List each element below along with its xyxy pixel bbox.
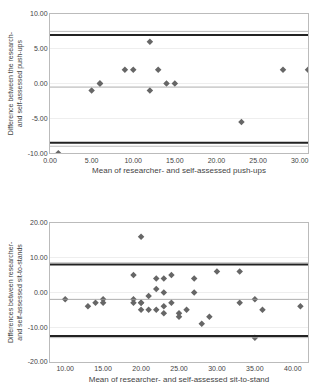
svg-text:35.00: 35.00 bbox=[246, 365, 264, 372]
svg-text:-5.00: -5.00 bbox=[32, 115, 48, 122]
svg-text:5.00: 5.00 bbox=[34, 45, 48, 52]
svg-text:-10.00: -10.00 bbox=[28, 324, 48, 331]
svg-text:25.00: 25.00 bbox=[249, 157, 267, 164]
svg-text:10.00: 10.00 bbox=[30, 254, 48, 261]
svg-text:10.00: 10.00 bbox=[124, 157, 142, 164]
svg-text:20.00: 20.00 bbox=[132, 365, 150, 372]
svg-text:0.00: 0.00 bbox=[43, 157, 57, 164]
svg-text:-20.00: -20.00 bbox=[28, 358, 48, 365]
svg-text:0.00: 0.00 bbox=[34, 289, 48, 296]
svg-text:40.00: 40.00 bbox=[284, 365, 302, 372]
svg-text:15.00: 15.00 bbox=[94, 365, 112, 372]
svg-text:30.00: 30.00 bbox=[291, 157, 309, 164]
svg-text:30.00: 30.00 bbox=[208, 365, 226, 372]
svg-text:10.00: 10.00 bbox=[30, 10, 48, 17]
svg-text:Mean of researcher- and self-a: Mean of researcher- and self-assessed pu… bbox=[92, 166, 266, 175]
svg-text:20.00: 20.00 bbox=[30, 219, 48, 226]
svg-text:10.00: 10.00 bbox=[56, 365, 74, 372]
svg-text:-10.00: -10.00 bbox=[28, 150, 48, 157]
svg-text:Differences between researcher: Differences between researcher-and self-… bbox=[7, 241, 23, 343]
svg-text:5.00: 5.00 bbox=[85, 157, 99, 164]
svg-text:0.00: 0.00 bbox=[34, 80, 48, 87]
svg-text:20.00: 20.00 bbox=[208, 157, 226, 164]
svg-text:Difference between the researc: Difference between the research-and self… bbox=[7, 31, 24, 135]
svg-text:15.00: 15.00 bbox=[166, 157, 184, 164]
svg-text:Mean of researcher- and self-a: Mean of researcher- and self-assessed si… bbox=[89, 375, 270, 384]
svg-text:25.00: 25.00 bbox=[170, 365, 188, 372]
